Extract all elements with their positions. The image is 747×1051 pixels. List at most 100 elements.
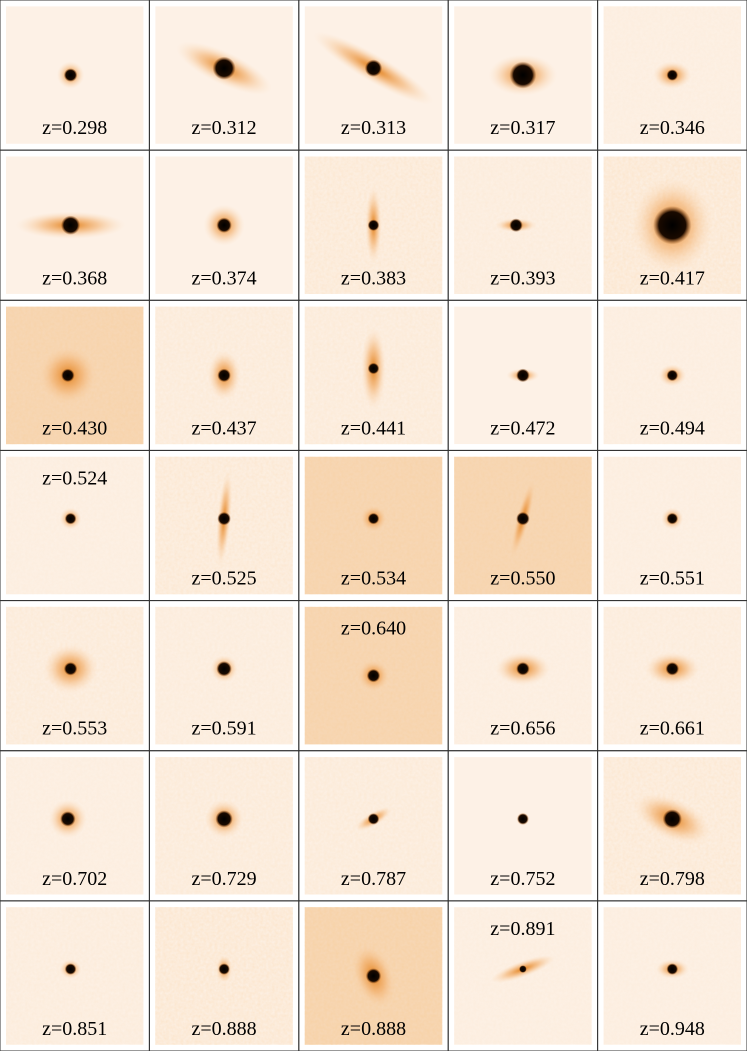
redshift-label: z=0.317 — [490, 117, 555, 139]
redshift-label: z=0.891 — [490, 918, 555, 940]
galaxy-core — [666, 963, 679, 975]
image-cell: z=0.494 — [597, 299, 747, 451]
image-cell: z=0.441 — [298, 299, 449, 451]
galaxy-core — [217, 368, 231, 383]
image-cell: z=0.368 — [0, 149, 150, 301]
galaxy-core — [63, 662, 78, 676]
image-cell: z=0.752 — [447, 750, 599, 902]
redshift-label: z=0.417 — [640, 267, 705, 289]
image-cell: z=0.798 — [597, 750, 747, 902]
redshift-label: z=0.383 — [341, 267, 406, 289]
galaxy-core — [516, 368, 530, 383]
redshift-label: z=0.550 — [490, 568, 555, 590]
galaxy-core — [64, 512, 77, 525]
redshift-label: z=0.437 — [192, 417, 257, 439]
redshift-label: z=0.591 — [192, 718, 257, 740]
galaxy-core — [218, 963, 230, 975]
image-cell: z=0.430 — [0, 299, 150, 451]
redshift-label: z=0.729 — [192, 868, 257, 890]
galaxy-core — [517, 813, 529, 825]
image-cell: z=0.888 — [298, 900, 449, 1051]
image-cell: z=0.312 — [148, 0, 300, 151]
redshift-label: z=0.888 — [341, 1018, 406, 1040]
image-cell: z=0.729 — [148, 750, 300, 902]
redshift-label: z=0.798 — [640, 868, 705, 890]
image-cell: z=0.591 — [148, 600, 300, 752]
image-cell: z=0.656 — [447, 600, 599, 752]
redshift-label: z=0.752 — [490, 868, 555, 890]
image-cell: z=0.374 — [148, 149, 300, 301]
image-cell: z=0.553 — [0, 600, 150, 752]
galaxy-core — [367, 219, 380, 231]
galaxy-core — [216, 217, 232, 233]
galaxy-core — [60, 811, 76, 827]
galaxy-core — [64, 963, 77, 975]
galaxy-core — [653, 205, 692, 245]
redshift-label: z=0.551 — [640, 568, 705, 590]
redshift-label: z=0.534 — [341, 568, 406, 590]
redshift-label: z=0.888 — [192, 1018, 257, 1040]
galaxy-core — [217, 511, 231, 526]
image-cell: z=0.891 — [447, 900, 599, 1051]
redshift-label: z=0.298 — [42, 117, 107, 139]
redshift-label: z=0.661 — [640, 718, 705, 740]
image-cell: z=0.393 — [447, 149, 599, 301]
redshift-label: z=0.787 — [341, 868, 406, 890]
image-cell: z=0.640 — [298, 600, 449, 752]
image-cell: z=0.383 — [298, 149, 449, 301]
galaxy-core — [366, 668, 381, 683]
image-cell: z=0.948 — [597, 900, 747, 1051]
image-cell: z=0.551 — [597, 449, 747, 602]
galaxy-core — [666, 512, 679, 525]
redshift-label: z=0.702 — [42, 868, 107, 890]
image-cell: z=0.525 — [148, 449, 300, 602]
redshift-label: z=0.346 — [640, 117, 705, 139]
image-cell: z=0.851 — [0, 900, 150, 1051]
redshift-label: z=0.524 — [42, 467, 107, 489]
galaxy-core — [367, 813, 380, 825]
galaxy-core — [516, 511, 530, 526]
galaxy-core — [215, 810, 233, 828]
galaxy-core — [666, 69, 679, 81]
galaxy-core — [662, 809, 682, 829]
galaxy-core — [367, 512, 380, 525]
image-cell: z=0.702 — [0, 750, 150, 902]
galaxy-core — [516, 662, 530, 676]
redshift-label: z=0.430 — [42, 417, 107, 439]
redshift-label: z=0.851 — [42, 1018, 107, 1040]
redshift-label: z=0.393 — [490, 267, 555, 289]
redshift-label: z=0.312 — [192, 117, 257, 139]
redshift-label: z=0.494 — [640, 417, 705, 439]
redshift-label: z=0.656 — [490, 718, 555, 740]
image-cell: z=0.346 — [597, 0, 747, 151]
image-cell: z=0.787 — [298, 750, 449, 902]
galaxy-core — [365, 968, 382, 984]
image-cell: z=0.313 — [298, 0, 449, 151]
redshift-label: z=0.948 — [640, 1018, 705, 1040]
image-cell: z=0.534 — [298, 449, 449, 602]
galaxy-core — [367, 362, 380, 375]
image-cell: z=0.317 — [447, 0, 599, 151]
galaxy-core — [509, 61, 537, 89]
image-cell: z=0.524 — [0, 449, 150, 602]
redshift-label: z=0.472 — [490, 417, 555, 439]
redshift-label: z=0.368 — [42, 267, 107, 289]
galaxy-core — [666, 369, 679, 382]
redshift-label: z=0.553 — [42, 718, 107, 740]
galaxy-core — [364, 59, 383, 77]
galaxy-core — [519, 965, 527, 973]
galaxy-core — [509, 218, 523, 232]
image-cell: z=0.437 — [148, 299, 300, 451]
galaxy-core — [665, 662, 680, 676]
redshift-label: z=0.640 — [341, 618, 406, 640]
redshift-label: z=0.525 — [192, 568, 257, 590]
image-cell: z=0.550 — [447, 449, 599, 602]
image-cell: z=0.661 — [597, 600, 747, 752]
galaxy-core — [212, 56, 236, 80]
galaxy-core — [61, 368, 75, 383]
image-cell: z=0.298 — [0, 0, 150, 151]
galaxy-core — [63, 68, 78, 82]
redshift-label: z=0.374 — [192, 267, 257, 289]
image-cell: z=0.888 — [148, 900, 300, 1051]
